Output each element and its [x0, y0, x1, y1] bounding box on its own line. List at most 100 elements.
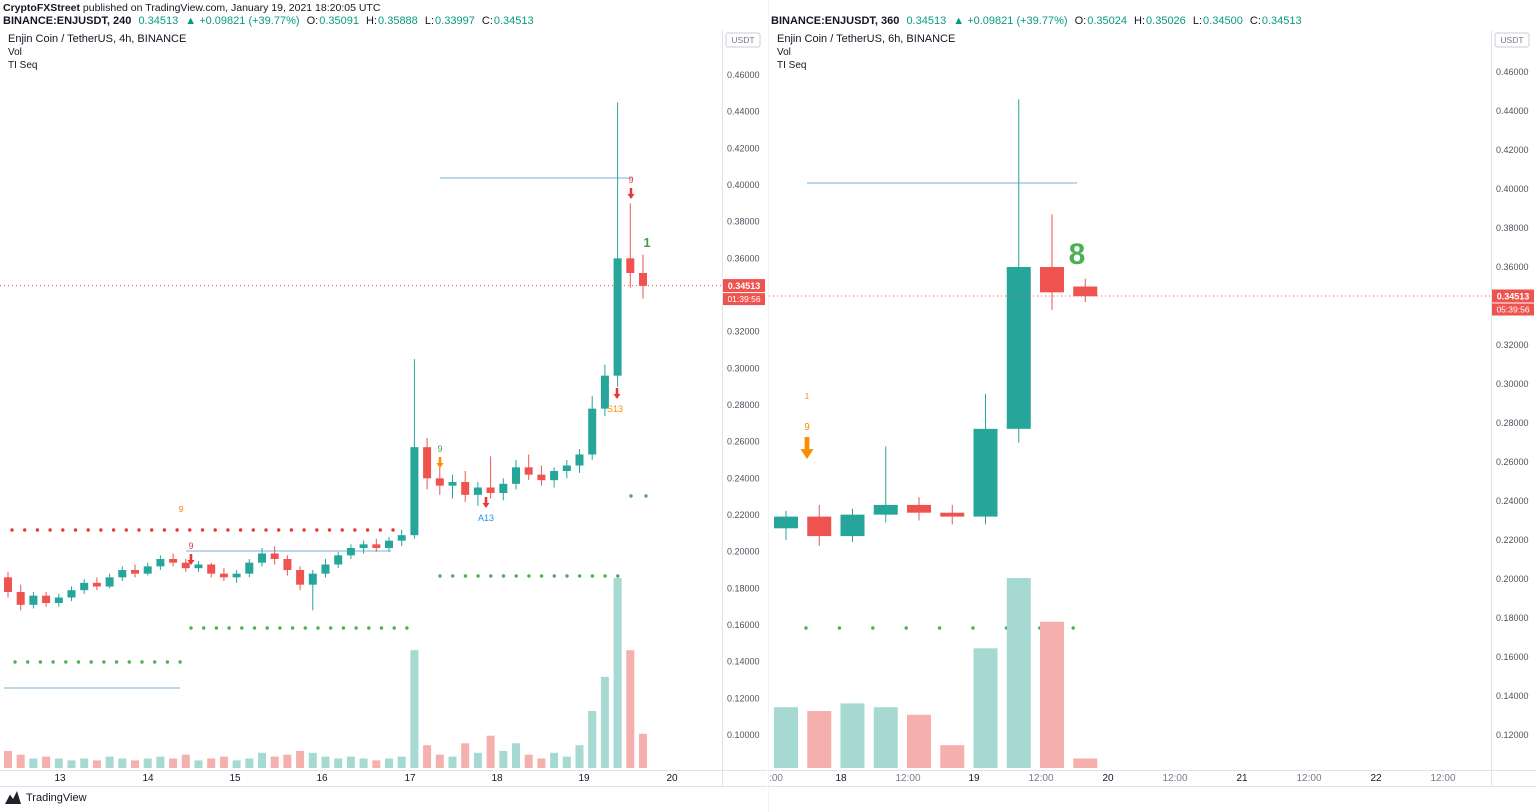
tradingview-logo[interactable] [5, 791, 21, 804]
study-ti-seq[interactable]: TI Seq [777, 60, 807, 71]
open-value: 0.35024 [1087, 15, 1127, 27]
tradingview-brand[interactable]: TradingView [26, 791, 87, 804]
svg-text:0.16000: 0.16000 [727, 620, 760, 630]
footer: TradingView [5, 791, 87, 804]
symbol-info-row-right: BINANCE:ENJUSDT, 360 0.34513 ▲ +0.09821 … [771, 15, 1306, 27]
low-label: L: [1192, 15, 1203, 27]
svg-text:0.32000: 0.32000 [1496, 340, 1529, 350]
chart-legend: Enjin Coin / TetherUS, 4h, BINANCE Vol T… [8, 33, 186, 73]
publisher-name: CryptoFXStreet [3, 2, 81, 14]
svg-text:0.22000: 0.22000 [1496, 535, 1529, 545]
low-label: L: [424, 15, 435, 27]
svg-text:0.46000: 0.46000 [727, 70, 760, 80]
symbol-name: BINANCE:ENJUSDT, 360 [771, 15, 900, 27]
svg-text:18: 18 [835, 773, 847, 784]
publish-info: published on TradingView.com, January 19… [80, 2, 381, 14]
svg-text:19: 19 [968, 773, 980, 784]
svg-text:0.28000: 0.28000 [727, 400, 760, 410]
svg-text:0.24000: 0.24000 [1496, 496, 1529, 506]
last-price-label: 0.34513 [1492, 289, 1534, 303]
svg-text:0.40000: 0.40000 [1496, 184, 1529, 194]
open-label: O: [306, 15, 319, 27]
svg-text:9: 9 [188, 541, 193, 551]
chart-frame [769, 30, 1536, 787]
svg-text:0.44000: 0.44000 [1496, 106, 1529, 116]
chart-legend: Enjin Coin / TetherUS, 6h, BINANCE Vol T… [777, 33, 955, 73]
svg-text:0.46000: 0.46000 [1496, 67, 1529, 77]
symbol-change: ▲ +0.09821 (+39.77%) [953, 15, 1068, 27]
svg-text:0.16000: 0.16000 [1496, 652, 1529, 662]
study-vol[interactable]: Vol [8, 47, 22, 58]
candles-layer [774, 99, 1098, 546]
svg-text:19: 19 [578, 773, 590, 784]
symbol-price: 0.34513 [906, 15, 947, 27]
time-axis[interactable]: :00 18 12:00 19 12:00 20 12:00 21 12:00 22 12:00 [769, 773, 1456, 784]
currency-button[interactable]: USDT [1494, 32, 1530, 48]
svg-text:01:39:56: 01:39:56 [727, 294, 760, 304]
svg-text:S13: S13 [607, 404, 623, 414]
svg-text:0.34513: 0.34513 [728, 281, 761, 291]
study-vol[interactable]: Vol [777, 47, 791, 58]
svg-text:9: 9 [628, 175, 633, 185]
svg-text:A13: A13 [478, 513, 494, 523]
td-markers-layer: 9 9 9 A13 S13 9 1 [179, 175, 651, 565]
svg-text:0.42000: 0.42000 [727, 143, 760, 153]
svg-text:05:39:56: 05:39:56 [1496, 304, 1529, 314]
candlestick-chart-6h[interactable]: 1980.460000.440000.420000.400000.380000.… [769, 0, 1536, 812]
svg-text:0.38000: 0.38000 [727, 217, 760, 227]
td-dots-layer [10, 494, 648, 664]
svg-text:12:00: 12:00 [1028, 773, 1053, 784]
time-axis[interactable]: 13 14 15 16 17 18 19 20 [54, 773, 678, 784]
volume-layer [774, 578, 1098, 768]
chart-frame [0, 30, 767, 787]
svg-text:17: 17 [404, 773, 416, 784]
countdown-label: 05:39:56 [1492, 303, 1534, 316]
td-dots-layer [804, 626, 1075, 630]
td-markers-layer: 1 9 8 [800, 238, 1086, 459]
svg-text:0.22000: 0.22000 [727, 510, 760, 520]
low-value: 0.33997 [435, 15, 475, 27]
svg-text:8: 8 [1069, 238, 1086, 271]
svg-text:15: 15 [229, 773, 241, 784]
close-value: 0.34513 [493, 15, 534, 27]
svg-text:13: 13 [54, 773, 66, 784]
svg-text:1: 1 [805, 392, 810, 401]
high-label: H: [366, 15, 378, 27]
svg-text:0.44000: 0.44000 [727, 107, 760, 117]
chart-title[interactable]: Enjin Coin / TetherUS, 4h, BINANCE [8, 33, 187, 45]
high-value: 0.35888 [378, 15, 418, 27]
svg-text:12:00: 12:00 [1430, 773, 1455, 784]
svg-text:18: 18 [491, 773, 503, 784]
svg-text:0.12000: 0.12000 [1496, 730, 1529, 740]
symbol-change: ▲ +0.09821 (+39.77%) [185, 15, 300, 27]
svg-text:0.32000: 0.32000 [727, 327, 760, 337]
svg-text:9: 9 [804, 422, 810, 433]
price-axis[interactable]: 0.46000 0.44000 0.42000 0.40000 0.38000 0.360… [727, 70, 760, 740]
chart-panel-6h: 1 9 8 0.46000 0.44000 0.42000 0.40000 0.38000 0.… [768, 0, 1536, 812]
svg-text:0.20000: 0.20000 [727, 547, 760, 557]
high-value: 0.35026 [1146, 15, 1186, 27]
svg-text:21: 21 [1236, 773, 1248, 784]
svg-text:0.38000: 0.38000 [1496, 223, 1529, 233]
svg-text:0.30000: 0.30000 [1496, 379, 1529, 389]
svg-text:0.14000: 0.14000 [1496, 691, 1529, 701]
symbol-info-row-left: BINANCE:ENJUSDT, 240 0.34513 ▲ +0.09821 … [3, 15, 538, 27]
study-ti-seq[interactable]: TI Seq [8, 60, 38, 71]
svg-text:0.34513: 0.34513 [1497, 291, 1530, 301]
candles-layer [4, 102, 647, 611]
svg-text:0.20000: 0.20000 [1496, 574, 1529, 584]
candlestick-chart-4h[interactable]: 999A13S13910.460000.440000.420000.400000… [0, 0, 767, 812]
svg-text:16: 16 [316, 773, 328, 784]
currency-button[interactable]: USDT [725, 32, 761, 48]
symbol-name: BINANCE:ENJUSDT, 240 [3, 15, 132, 27]
low-value: 0.34500 [1203, 15, 1243, 27]
chart-title[interactable]: Enjin Coin / TetherUS, 6h, BINANCE [777, 33, 956, 45]
svg-text:22: 22 [1370, 773, 1382, 784]
svg-text:0.10000: 0.10000 [727, 730, 760, 740]
price-axis[interactable]: 0.46000 0.44000 0.42000 0.40000 0.38000 0.360… [1496, 67, 1529, 740]
high-label: H: [1134, 15, 1146, 27]
open-label: O: [1074, 15, 1087, 27]
svg-text:14: 14 [142, 773, 154, 784]
svg-text:1: 1 [643, 235, 650, 250]
svg-text:0.30000: 0.30000 [727, 363, 760, 373]
